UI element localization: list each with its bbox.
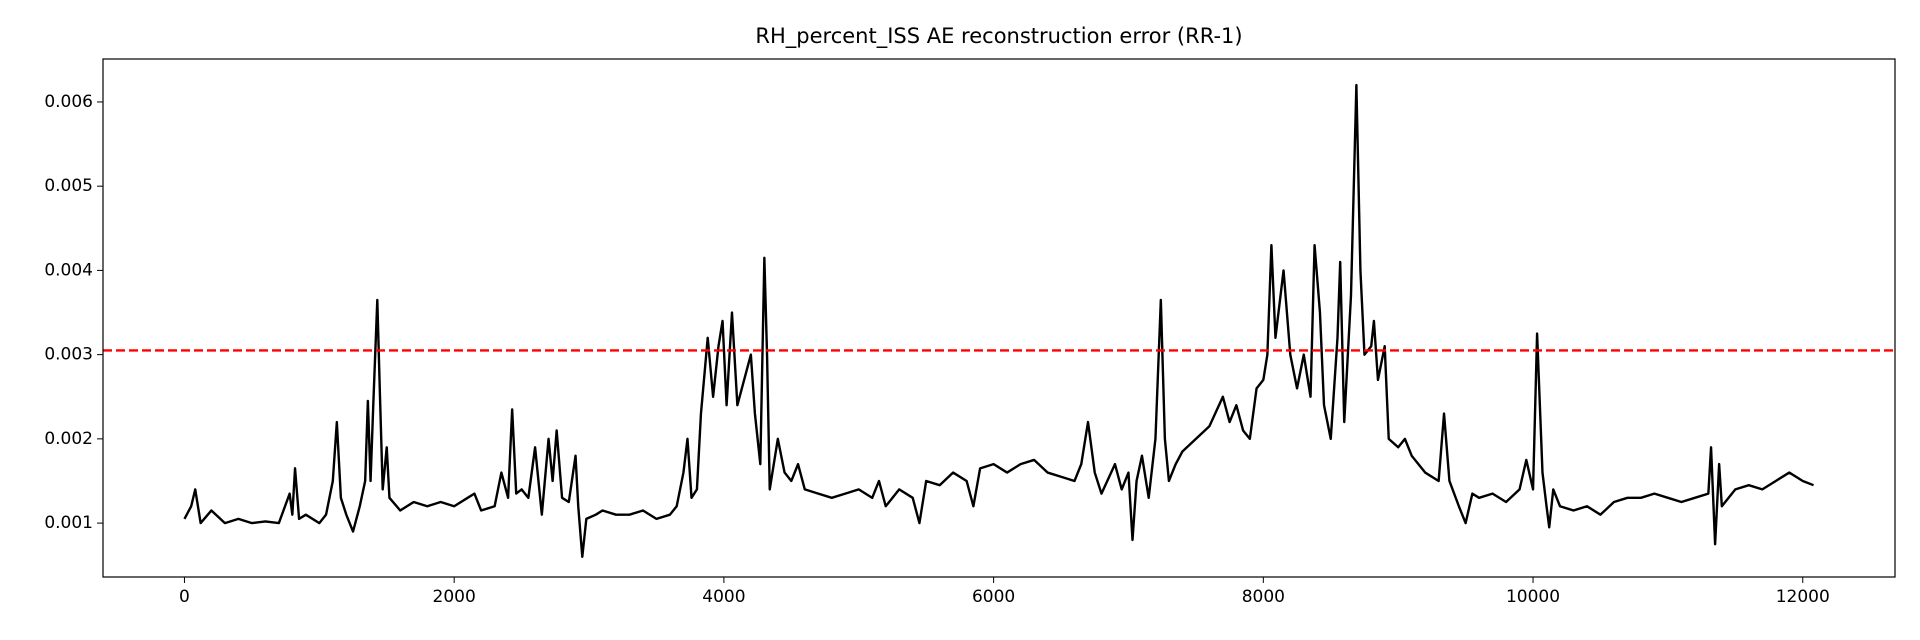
- x-tick-label: 6000: [972, 587, 1015, 607]
- y-tick-label: 0.005: [44, 176, 93, 196]
- y-tick-label: 0.001: [44, 513, 93, 533]
- plot-frame: [102, 58, 1896, 578]
- x-tick-label: 4000: [702, 587, 745, 607]
- y-tick-label: 0.006: [44, 92, 93, 112]
- x-tick-label: 8000: [1242, 587, 1285, 607]
- x-tick-label: 12000: [1776, 587, 1830, 607]
- data-line: [183, 83, 1814, 558]
- chart-title: RH_percent_ISS AE reconstruction error (…: [755, 24, 1242, 49]
- x-tick-label: 0: [179, 587, 190, 607]
- y-tick-label: 0.002: [44, 429, 93, 449]
- x-tick-label: 2000: [433, 587, 476, 607]
- x-tick-label: 10000: [1506, 587, 1560, 607]
- y-tick-label: 0.003: [44, 345, 93, 365]
- y-tick-label: 0.004: [44, 260, 93, 280]
